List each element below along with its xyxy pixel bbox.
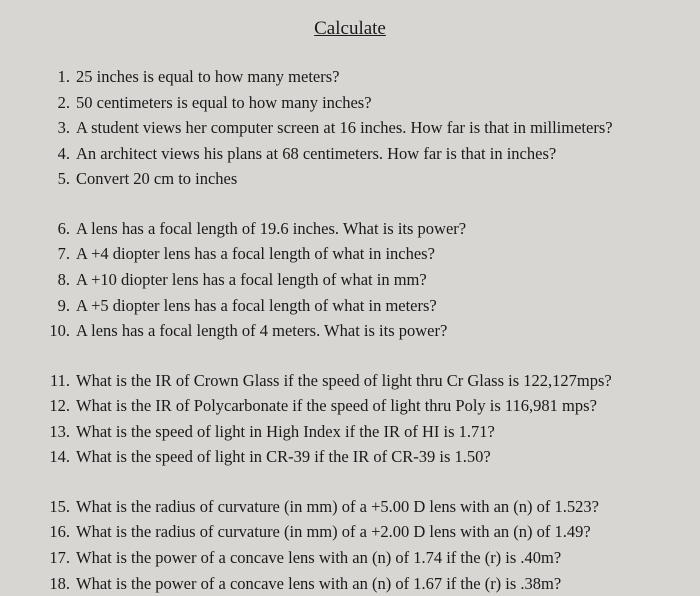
question-number: 8. <box>48 267 76 293</box>
question-text: A lens has a focal length of 4 meters. W… <box>76 318 670 344</box>
question-item: 9.A +5 diopter lens has a focal length o… <box>48 293 670 319</box>
question-item: 15.What is the radius of curvature (in m… <box>48 494 670 520</box>
question-item: 10.A lens has a focal length of 4 meters… <box>48 318 670 344</box>
question-item: 7.A +4 diopter lens has a focal length o… <box>48 241 670 267</box>
question-text: 50 centimeters is equal to how many inch… <box>76 90 670 116</box>
question-number: 4. <box>48 141 76 167</box>
question-item: 11.What is the IR of Crown Glass if the … <box>48 368 670 394</box>
question-number: 9. <box>48 293 76 319</box>
question-text: What is the radius of curvature (in mm) … <box>76 494 670 520</box>
question-number: 17. <box>48 545 76 571</box>
question-text: A lens has a focal length of 19.6 inches… <box>76 216 670 242</box>
page-title: Calculate <box>30 18 670 40</box>
question-group: 6.A lens has a focal length of 19.6 inch… <box>48 216 670 344</box>
question-group: 1.25 inches is equal to how many meters?… <box>48 64 670 192</box>
question-number: 11. <box>48 368 76 394</box>
question-text: What is the IR of Polycarbonate if the s… <box>76 393 670 419</box>
question-text: What is the radius of curvature (in mm) … <box>76 519 670 545</box>
question-item: 12.What is the IR of Polycarbonate if th… <box>48 393 670 419</box>
question-number: 16. <box>48 519 76 545</box>
question-text: A student views her computer screen at 1… <box>76 115 670 141</box>
question-item: 13.What is the speed of light in High In… <box>48 419 670 445</box>
question-number: 10. <box>48 318 76 344</box>
question-number: 2. <box>48 90 76 116</box>
question-number: 12. <box>48 393 76 419</box>
question-item: 18.What is the power of a concave lens w… <box>48 571 670 596</box>
question-item: 16.What is the radius of curvature (in m… <box>48 519 670 545</box>
question-item: 4.An architect views his plans at 68 cen… <box>48 141 670 167</box>
question-number: 6. <box>48 216 76 242</box>
question-item: 17.What is the power of a concave lens w… <box>48 545 670 571</box>
question-text: What is the speed of light in High Index… <box>76 419 670 445</box>
question-text: 25 inches is equal to how many meters? <box>76 64 670 90</box>
question-number: 13. <box>48 419 76 445</box>
question-text: An architect views his plans at 68 centi… <box>76 141 670 167</box>
question-number: 5. <box>48 166 76 192</box>
question-number: 7. <box>48 241 76 267</box>
question-item: 6.A lens has a focal length of 19.6 inch… <box>48 216 670 242</box>
question-number: 1. <box>48 64 76 90</box>
question-number: 14. <box>48 444 76 470</box>
question-text: What is the IR of Crown Glass if the spe… <box>76 368 670 394</box>
question-number: 18. <box>48 571 76 596</box>
question-text: A +4 diopter lens has a focal length of … <box>76 241 670 267</box>
question-item: 8.A +10 diopter lens has a focal length … <box>48 267 670 293</box>
question-number: 15. <box>48 494 76 520</box>
question-text: A +10 diopter lens has a focal length of… <box>76 267 670 293</box>
question-group: 11.What is the IR of Crown Glass if the … <box>48 368 670 470</box>
question-text: What is the power of a concave lens with… <box>76 545 670 571</box>
question-item: 3.A student views her computer screen at… <box>48 115 670 141</box>
question-group: 15.What is the radius of curvature (in m… <box>48 494 670 596</box>
question-text: What is the speed of light in CR-39 if t… <box>76 444 670 470</box>
question-text: Convert 20 cm to inches <box>76 166 670 192</box>
question-item: 1.25 inches is equal to how many meters? <box>48 64 670 90</box>
question-text: A +5 diopter lens has a focal length of … <box>76 293 670 319</box>
question-item: 5.Convert 20 cm to inches <box>48 166 670 192</box>
question-text: What is the power of a concave lens with… <box>76 571 670 596</box>
question-list: 1.25 inches is equal to how many meters?… <box>48 64 670 596</box>
question-item: 2.50 centimeters is equal to how many in… <box>48 90 670 116</box>
question-item: 14.What is the speed of light in CR-39 i… <box>48 444 670 470</box>
question-number: 3. <box>48 115 76 141</box>
